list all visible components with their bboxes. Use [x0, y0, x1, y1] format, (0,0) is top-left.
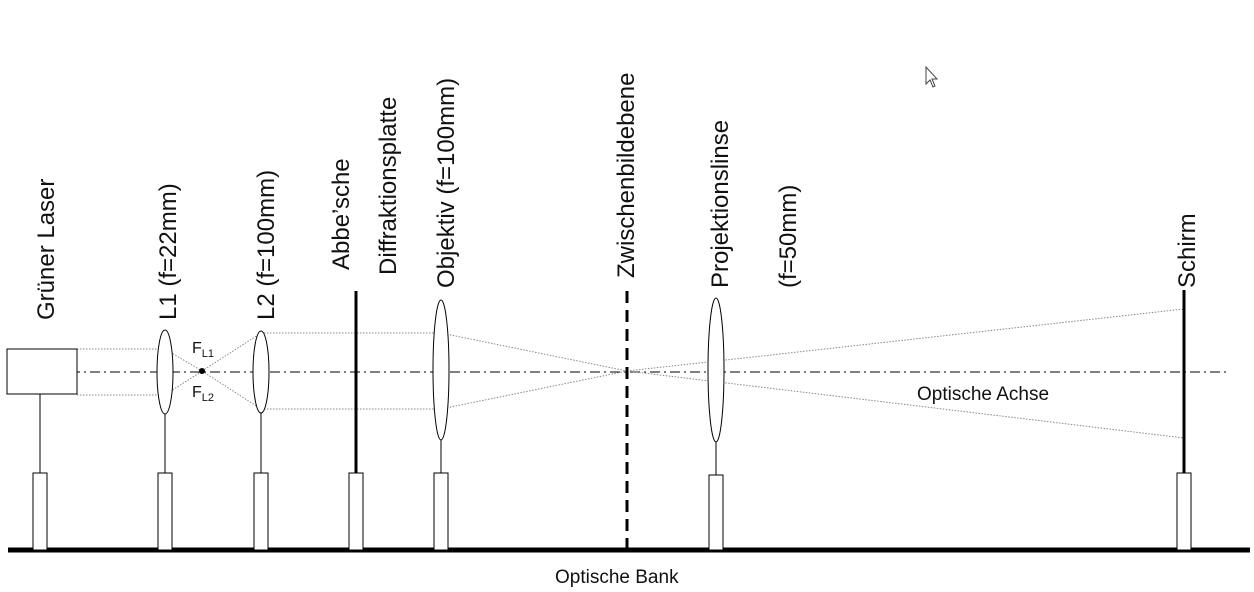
label-projection-line1: Projektionslinse: [707, 120, 734, 288]
label-screen: Schirm: [1174, 213, 1201, 288]
label-abbe-line2: Diffraktionsplatte: [375, 97, 402, 275]
label-focal-l1: FL1: [192, 340, 214, 360]
label-objective: Objektiv (f=100mm): [433, 78, 460, 288]
ray-focus-l2-top: [201, 332, 262, 372]
objective-holder: [433, 472, 449, 551]
lens-projection: [707, 297, 725, 443]
ray-obj-image-bottom: [440, 370, 628, 410]
screen-holder: [1176, 472, 1192, 551]
label-focal-l2: FL2: [192, 384, 214, 404]
label-l1: L1 (f=22mm): [155, 183, 182, 320]
laser-housing: [6, 348, 78, 395]
label-l2: L2 (f=100mm): [253, 170, 280, 320]
label-optical-axis: Optische Achse: [917, 384, 1049, 405]
diffraction-plate-holder: [348, 472, 364, 551]
lens-objective: [432, 299, 450, 441]
focal-point: [199, 368, 205, 374]
lens-l1: [156, 329, 174, 415]
ray-obj-image-top: [440, 332, 628, 372]
label-projection-line2: (f=50mm): [775, 185, 802, 288]
label-intermediate-plane: Zwischenbildebene: [613, 73, 640, 278]
ray-focus-l2-bottom: [201, 370, 262, 410]
label-optical-bench: Optische Bank: [555, 567, 679, 588]
mouse-cursor-icon: [925, 65, 939, 88]
lens-l2: [252, 330, 270, 414]
projection-lens-holder: [708, 474, 724, 551]
label-laser: Grüner Laser: [33, 179, 60, 320]
label-abbe-line1: Abbe’sche: [328, 158, 355, 270]
beam-rays: [77, 308, 1185, 439]
l2-holder: [253, 472, 269, 551]
l1-holder: [157, 472, 173, 551]
laser-holder: [32, 472, 48, 551]
